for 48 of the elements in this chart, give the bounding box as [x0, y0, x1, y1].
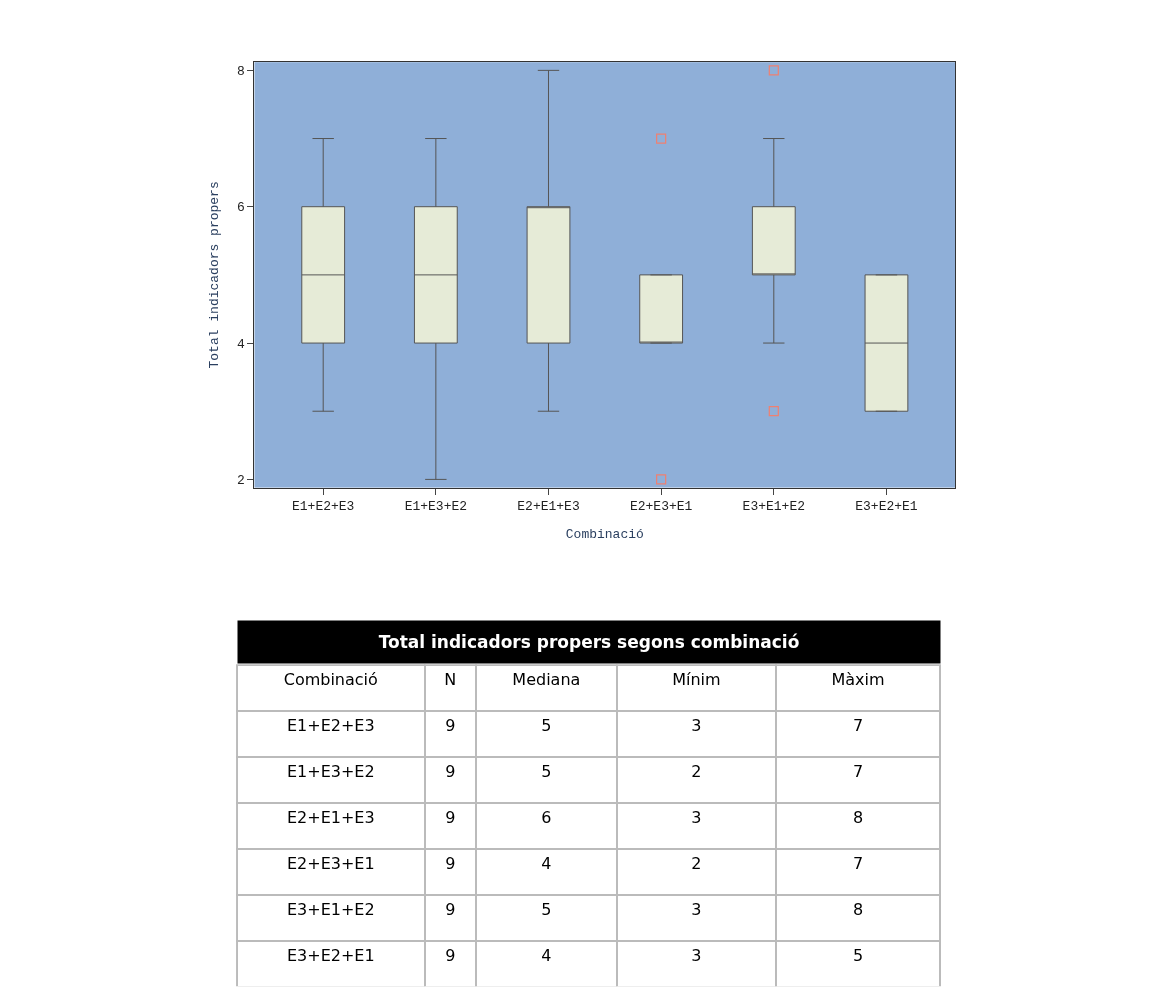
text: Total indicadors propers segons combinació — [378, 632, 800, 652]
x-tick-label: E1+E3+E2 — [404, 499, 468, 515]
y-tick-label: 8 — [237, 63, 245, 79]
category-label: E1+E2+E3 — [286, 716, 375, 736]
data-label: 2 — [691, 854, 702, 874]
series-label: Màxim — [831, 670, 885, 690]
category-label: E2+E1+E3 — [286, 808, 375, 828]
series-label: Mínim — [672, 670, 721, 690]
data-label: 8 — [852, 900, 864, 920]
data-label: 9 — [445, 716, 456, 736]
data-label: 4 — [541, 854, 552, 874]
x-tick-label: E3+E2+E1 — [855, 499, 918, 515]
data-label: 2 — [691, 762, 702, 782]
category-label: E3+E1+E2 — [286, 900, 375, 920]
data-label: 5 — [541, 762, 552, 782]
data-label: 7 — [852, 854, 864, 874]
data-label: 4 — [541, 946, 552, 966]
data-label: 9 — [445, 762, 456, 782]
data-label: 3 — [691, 716, 702, 736]
data-label: 7 — [852, 716, 864, 736]
data-label: 3 — [691, 946, 702, 966]
y-tick-label: 6 — [237, 200, 245, 216]
data-label: 5 — [541, 900, 552, 920]
text: Mediana — [512, 670, 581, 690]
data-label: 9 — [445, 854, 456, 874]
text: Combinació — [283, 670, 378, 690]
x-axis-title: Combinació — [565, 526, 644, 542]
category-label: E1+E3+E2 — [286, 762, 375, 782]
data-label: 5 — [541, 716, 552, 736]
series-label: N — [444, 670, 457, 690]
category-label: E2+E3+E1 — [286, 854, 375, 874]
x-tick-label: E1+E2+E3 — [291, 499, 355, 515]
data-label: 3 — [691, 808, 702, 828]
data-label: 3 — [691, 900, 702, 920]
y-tick-label: 4 — [237, 336, 246, 352]
data-label: 9 — [445, 808, 456, 828]
data-label: 6 — [541, 808, 552, 828]
x-tick-label: E2+E3+E1 — [629, 499, 693, 515]
x-tick-label: E3+E1+E2 — [742, 499, 806, 515]
data-label: 8 — [852, 808, 864, 828]
data-label: 5 — [852, 946, 864, 966]
category-label: E3+E2+E1 — [286, 946, 375, 966]
data-label: 9 — [445, 900, 456, 920]
data-label: 7 — [852, 762, 864, 782]
y-axis-title: Total indicadors propers — [207, 181, 223, 369]
y-tick-label: 2 — [237, 472, 245, 488]
data-label: 9 — [445, 946, 456, 966]
x-tick-label: E2+E1+E3 — [517, 499, 580, 515]
